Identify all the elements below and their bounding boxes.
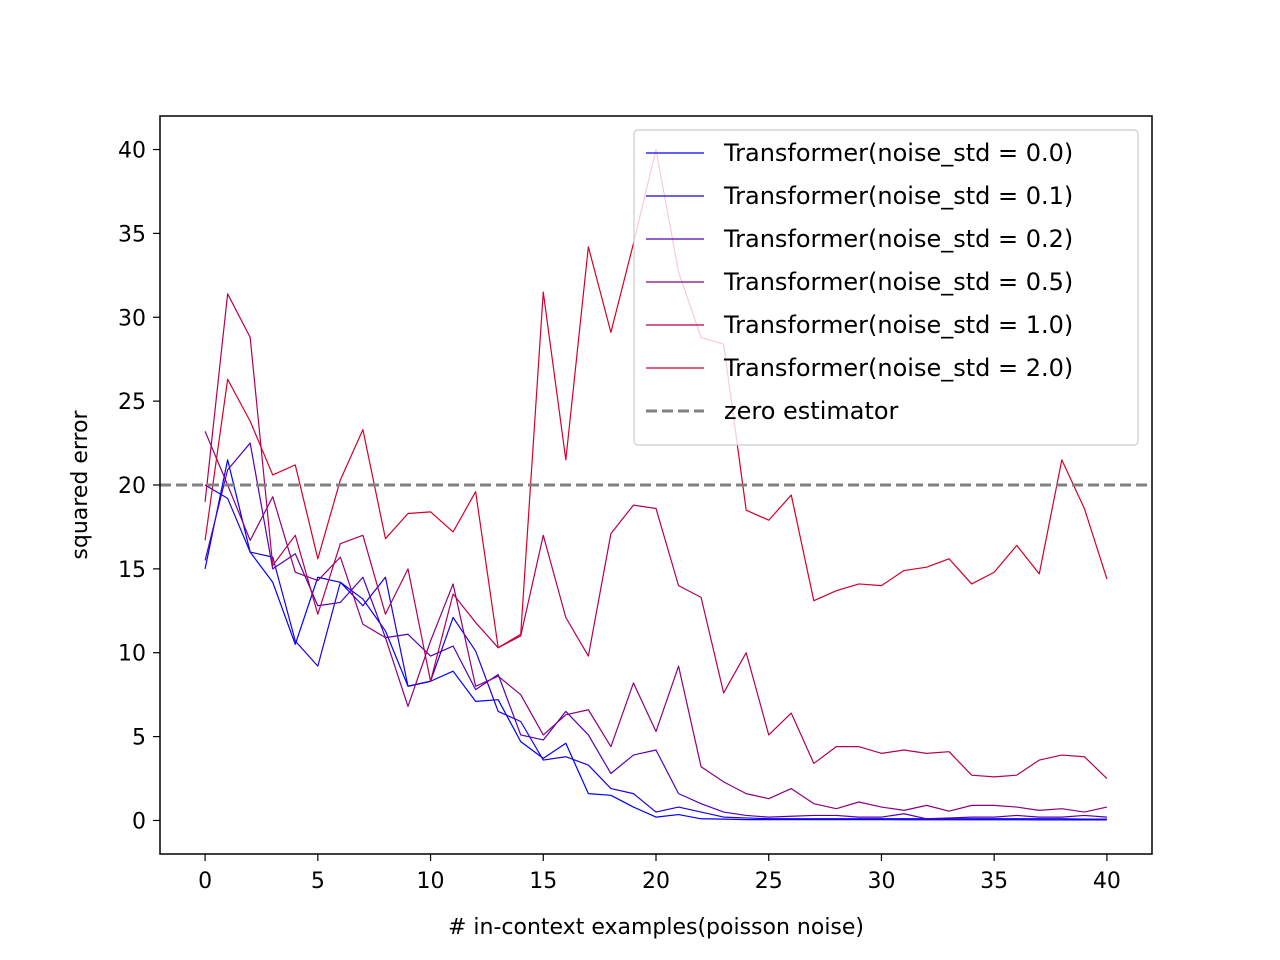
y-tick-label: 25 (118, 390, 146, 415)
legend-label-1: Transformer(noise_std = 0.1) (723, 182, 1073, 210)
legend-label-5: Transformer(noise_std = 2.0) (723, 354, 1073, 382)
legend-label-4: Transformer(noise_std = 1.0) (723, 311, 1073, 339)
y-tick-label: 15 (118, 558, 146, 583)
x-tick-label: 25 (755, 869, 783, 894)
x-tick-label: 35 (980, 869, 1008, 894)
legend-label-2: Transformer(noise_std = 0.2) (723, 225, 1073, 253)
legend-label-6: zero estimator (724, 397, 899, 425)
y-tick-label: 5 (132, 726, 146, 751)
x-tick-label: 5 (311, 869, 325, 894)
x-tick-label: 10 (417, 869, 445, 894)
x-tick-label: 40 (1093, 869, 1121, 894)
legend-label-3: Transformer(noise_std = 0.5) (723, 268, 1073, 296)
x-tick-label: 30 (867, 869, 895, 894)
y-tick-label: 10 (118, 642, 146, 667)
x-axis-label: # in-context examples(poisson noise) (448, 915, 864, 940)
y-tick-label: 30 (118, 306, 146, 331)
y-tick-label: 0 (132, 809, 146, 834)
legend-label-0: Transformer(noise_std = 0.0) (723, 139, 1073, 167)
x-tick-label: 15 (529, 869, 557, 894)
x-tick-label: 20 (642, 869, 670, 894)
x-tick-label: 0 (198, 869, 212, 894)
y-tick-label: 35 (118, 222, 146, 247)
legend: Transformer(noise_std = 0.0) Transformer(… (634, 130, 1138, 445)
y-axis-label: squared error (68, 409, 93, 559)
y-tick-label: 40 (118, 139, 146, 164)
y-tick-label: 20 (118, 474, 146, 499)
